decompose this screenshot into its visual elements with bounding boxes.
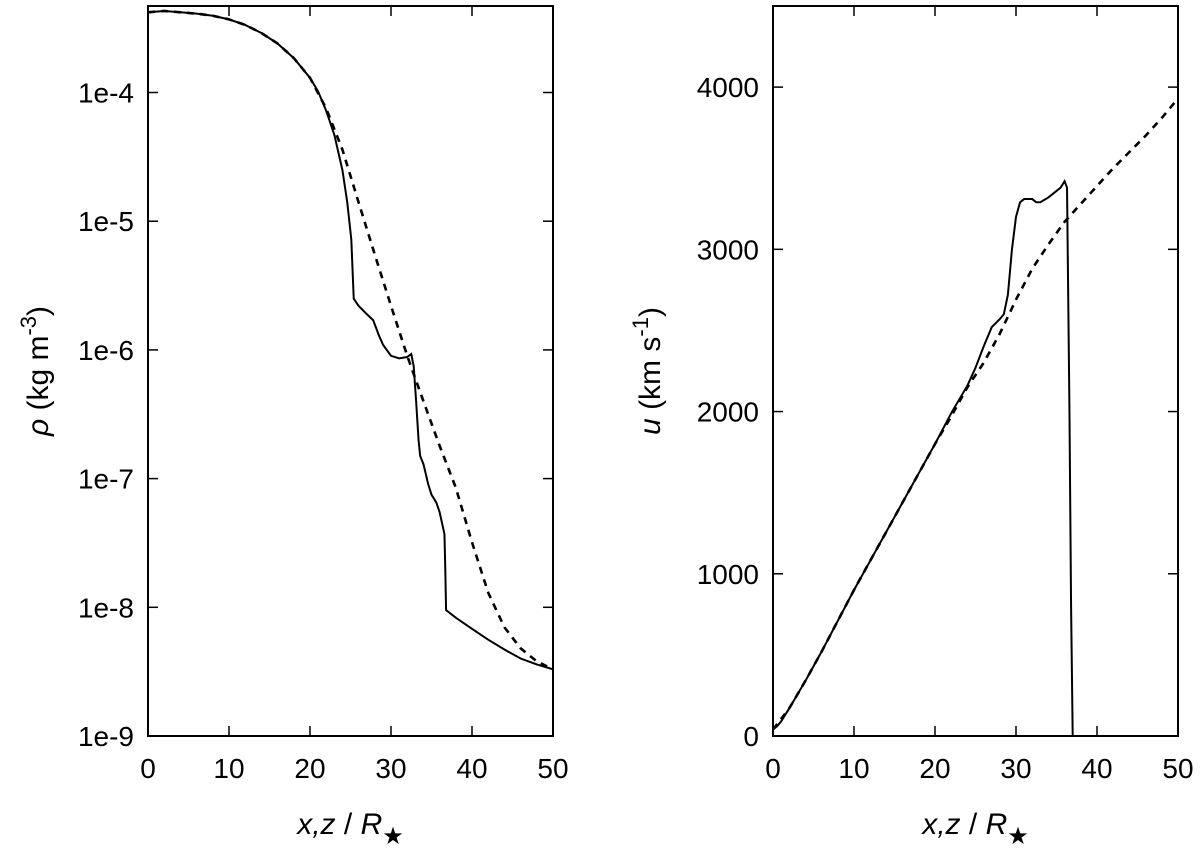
velocity-x-tick-label: 50 — [1162, 753, 1193, 784]
density-y-tick-label: 1e-9 — [78, 721, 134, 752]
density-y-tick-label: 1e-4 — [78, 77, 134, 108]
density-x-axis-label: x,z / R★ — [295, 808, 404, 850]
density-x-tick-label: 0 — [140, 753, 156, 784]
density-y-tick-label: 1e-8 — [78, 592, 134, 623]
velocity-y-tick-label: 4000 — [697, 72, 759, 103]
density-plot-frame — [147, 5, 554, 737]
velocity-x-tick-label: 10 — [838, 753, 869, 784]
velocity-y-axis-label: u (km s-1) — [628, 307, 667, 435]
density-series-dashed — [148, 9, 553, 671]
density-x-tick-label: 50 — [537, 753, 568, 784]
velocity-y-tick-label: 3000 — [697, 234, 759, 265]
velocity-series-dashed — [773, 97, 1178, 731]
density-panel: 0 10 20 30 40 50 1e-9 1e-8 1e-7 1e-6 1e-5 1e-4 x,z /… — [16, 5, 569, 850]
density-x-tick-label: 30 — [375, 753, 406, 784]
density-x-tick-label: 40 — [456, 753, 487, 784]
density-y-tick-label: 1e-7 — [78, 464, 134, 495]
velocity-y-tick-label: 1000 — [697, 559, 759, 590]
density-series-solid — [148, 9, 553, 671]
velocity-x-tick-label: 0 — [765, 753, 781, 784]
velocity-panel: 0 10 20 30 40 50 0 1000 2000 3000 4000 x,z / R★ u (k… — [628, 5, 1194, 850]
velocity-y-tick-label: 2000 — [697, 397, 759, 428]
density-y-tick-label: 1e-6 — [78, 335, 134, 366]
velocity-x-tick-label: 40 — [1081, 753, 1112, 784]
density-y-tick-label: 1e-5 — [78, 206, 134, 237]
velocity-series-solid — [773, 178, 1178, 736]
density-y-axis-label: ρ (kg m-3) — [16, 306, 55, 437]
velocity-plot-frame — [772, 5, 1179, 737]
velocity-y-tick-label: 0 — [743, 721, 759, 752]
density-x-tick-label: 10 — [213, 753, 244, 784]
velocity-x-axis-label: x,z / R★ — [920, 808, 1029, 850]
velocity-x-tick-label: 20 — [919, 753, 950, 784]
velocity-x-tick-label: 30 — [1000, 753, 1031, 784]
density-x-tick-label: 20 — [294, 753, 325, 784]
